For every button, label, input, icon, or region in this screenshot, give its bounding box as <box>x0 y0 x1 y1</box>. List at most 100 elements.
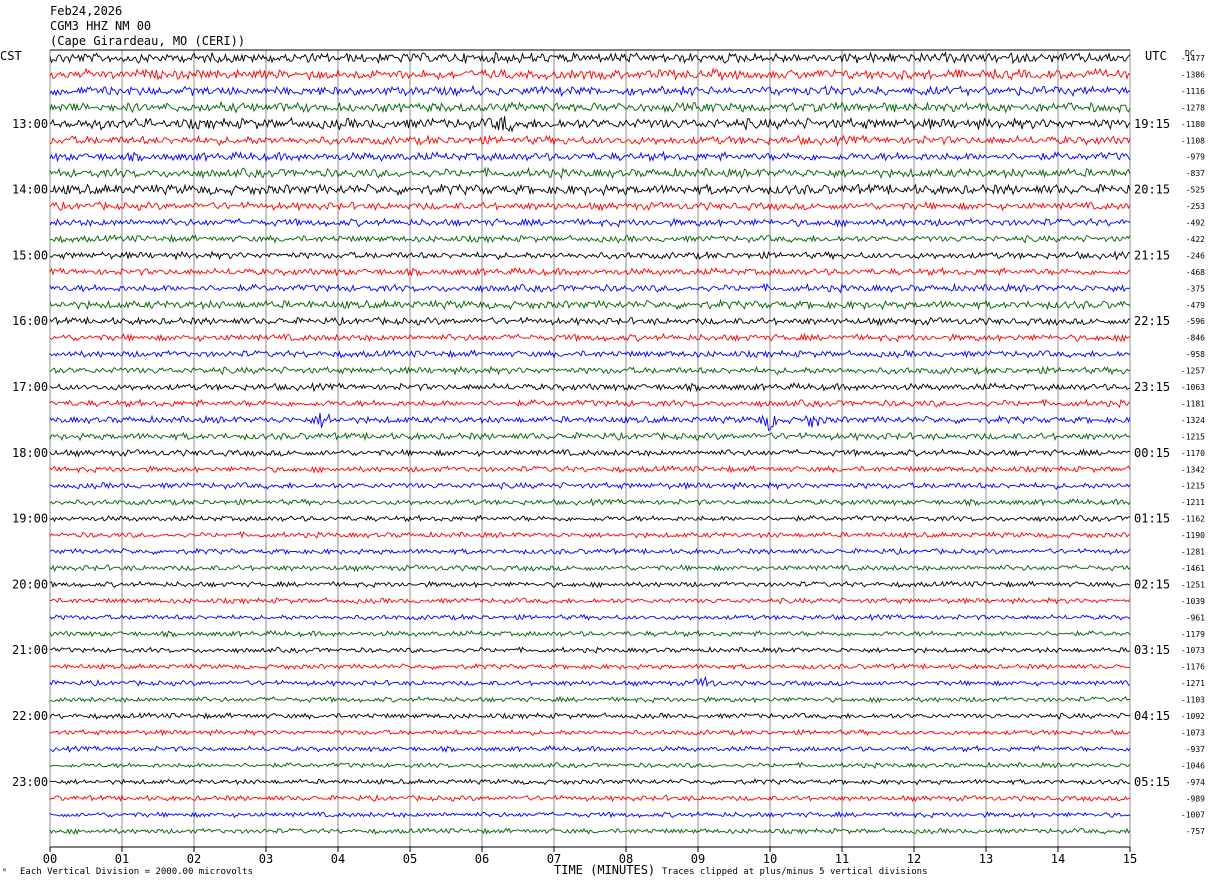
trace-row-14 <box>49 282 1131 294</box>
left-hour-label: 15:00 <box>12 248 48 262</box>
dc-offset-label: -937 <box>1186 745 1205 754</box>
plot-date: Feb24,2026 <box>50 4 123 18</box>
trace-row-17 <box>49 332 1131 343</box>
right-hour-label: 01:15 <box>1134 512 1170 526</box>
dc-offset-label: -1342 <box>1181 465 1205 474</box>
dc-offset-label: -1046 <box>1181 761 1205 770</box>
x-tick-label: 01 <box>115 852 129 866</box>
dc-offset-label: -1116 <box>1181 87 1205 96</box>
trace-row-26 <box>49 481 1131 491</box>
right-hour-label: 19:15 <box>1134 117 1170 131</box>
left-hour-label: 22:00 <box>12 709 48 723</box>
x-tick-label: 08 <box>619 852 633 866</box>
trace-row-33 <box>50 596 1131 605</box>
clipping-note: Traces clipped at plus/minus 5 vertical … <box>662 867 928 877</box>
trace-row-19 <box>49 365 1131 376</box>
dc-offset-label: -1039 <box>1181 597 1205 606</box>
dc-offset-label: -1103 <box>1181 696 1205 705</box>
dc-offset-label: -1281 <box>1181 548 1205 557</box>
x-tick-label: 06 <box>475 852 489 866</box>
dc-offset-label: -1181 <box>1181 399 1205 408</box>
dc-offset-label: -1170 <box>1181 449 1205 458</box>
vertical-division-note: Each Vertical Division = 2000.00 microvo… <box>20 867 253 877</box>
trace-row-21 <box>49 398 1131 409</box>
left-hour-label: 20:00 <box>12 577 48 591</box>
left-hour-label: 23:00 <box>12 775 48 789</box>
dc-offset-label: -1162 <box>1181 515 1205 524</box>
hour-labels: 13:00 19:15 14:00 20:15 15:00 21:15 16:00 22:15… <box>12 117 1170 789</box>
dc-offset-label: -846 <box>1186 334 1205 343</box>
dc-offset-label: -1215 <box>1181 432 1205 441</box>
right-hour-label: 23:15 <box>1134 380 1170 394</box>
logo-mark: ᴹ <box>2 867 7 876</box>
dc-offset-label: -375 <box>1186 284 1205 293</box>
right-hour-label: 00:15 <box>1134 446 1170 460</box>
left-timezone-label: CST <box>0 49 22 63</box>
trace-row-16 <box>49 315 1131 327</box>
dc-offset-label: -1324 <box>1181 416 1205 425</box>
dc-offset-label: -1461 <box>1181 564 1205 573</box>
dc-offset-label: -1386 <box>1181 70 1205 79</box>
dc-offset-label: -1179 <box>1181 630 1205 639</box>
dc-offset-label: -1190 <box>1181 531 1205 540</box>
trace-row-0 <box>49 51 1131 65</box>
trace-row-24 <box>49 447 1131 458</box>
dc-offset-label: -1477 <box>1181 54 1205 63</box>
x-axis-title: TIME (MINUTES) <box>554 863 656 877</box>
trace-row-47 <box>49 827 1131 835</box>
trace-row-36 <box>49 646 1131 654</box>
trace-row-2 <box>49 84 1131 98</box>
x-tick-label: 11 <box>835 852 849 866</box>
trace-row-28 <box>49 514 1131 523</box>
trace-row-43 <box>49 761 1131 769</box>
trace-row-46 <box>49 810 1131 819</box>
right-hour-label: 22:15 <box>1134 314 1170 328</box>
trace-row-7 <box>49 166 1131 180</box>
x-tick-label: 12 <box>907 852 921 866</box>
dc-offset-label: -757 <box>1186 827 1205 836</box>
dc-offset-labels: -1477 -1386 -1116 -1278 -1180 -1108 -979 -837 -5… <box>1181 54 1205 836</box>
trace-row-9 <box>49 200 1131 212</box>
trace-row-25 <box>49 465 1131 474</box>
trace-row-8 <box>49 183 1131 197</box>
x-tick-label: 15 <box>1123 852 1137 866</box>
dc-offset-label: -958 <box>1186 350 1205 359</box>
dc-offset-label: -492 <box>1186 219 1205 228</box>
trace-row-44 <box>49 777 1131 786</box>
trace-row-11 <box>49 234 1131 244</box>
dc-offset-label: -468 <box>1186 268 1205 277</box>
x-tick-label: 14 <box>1051 852 1065 866</box>
seismogram-traces <box>49 51 1131 835</box>
dc-offset-label: -246 <box>1186 251 1205 260</box>
dc-offset-label: -979 <box>1186 153 1205 162</box>
x-tick-label: 07 <box>547 852 561 866</box>
left-hour-label: 16:00 <box>12 314 48 328</box>
dc-offset-label: -1092 <box>1181 712 1205 721</box>
trace-row-6 <box>49 150 1131 163</box>
x-tick-label: 03 <box>259 852 273 866</box>
left-hour-label: 19:00 <box>12 512 48 526</box>
dc-offset-label: -1073 <box>1181 728 1205 737</box>
trace-row-22 <box>49 412 1131 431</box>
x-tick-label: 10 <box>763 852 777 866</box>
trace-row-13 <box>49 266 1131 277</box>
trace-row-5 <box>49 134 1131 147</box>
dc-offset-label: -1215 <box>1181 482 1205 491</box>
trace-row-3 <box>49 100 1131 114</box>
right-hour-label: 04:15 <box>1134 709 1170 723</box>
trace-row-29 <box>49 530 1131 539</box>
dc-offset-label: -1211 <box>1181 498 1205 507</box>
station-code: CGM3 HHZ NM 00 <box>50 19 152 33</box>
trace-row-10 <box>49 217 1131 228</box>
dc-offset-label: -525 <box>1186 186 1205 195</box>
station-location: (Cape Girardeau, MO (CERI)) <box>50 34 246 48</box>
dc-offset-label: -837 <box>1186 169 1205 178</box>
left-hour-label: 14:00 <box>12 183 48 197</box>
left-hour-label: 17:00 <box>12 380 48 394</box>
dc-offset-label: -974 <box>1186 778 1205 787</box>
dc-offset-label: -1180 <box>1181 120 1205 129</box>
trace-row-18 <box>49 349 1131 359</box>
right-timezone-label: UTC <box>1145 49 1167 63</box>
dc-offset-label: -596 <box>1186 317 1205 326</box>
